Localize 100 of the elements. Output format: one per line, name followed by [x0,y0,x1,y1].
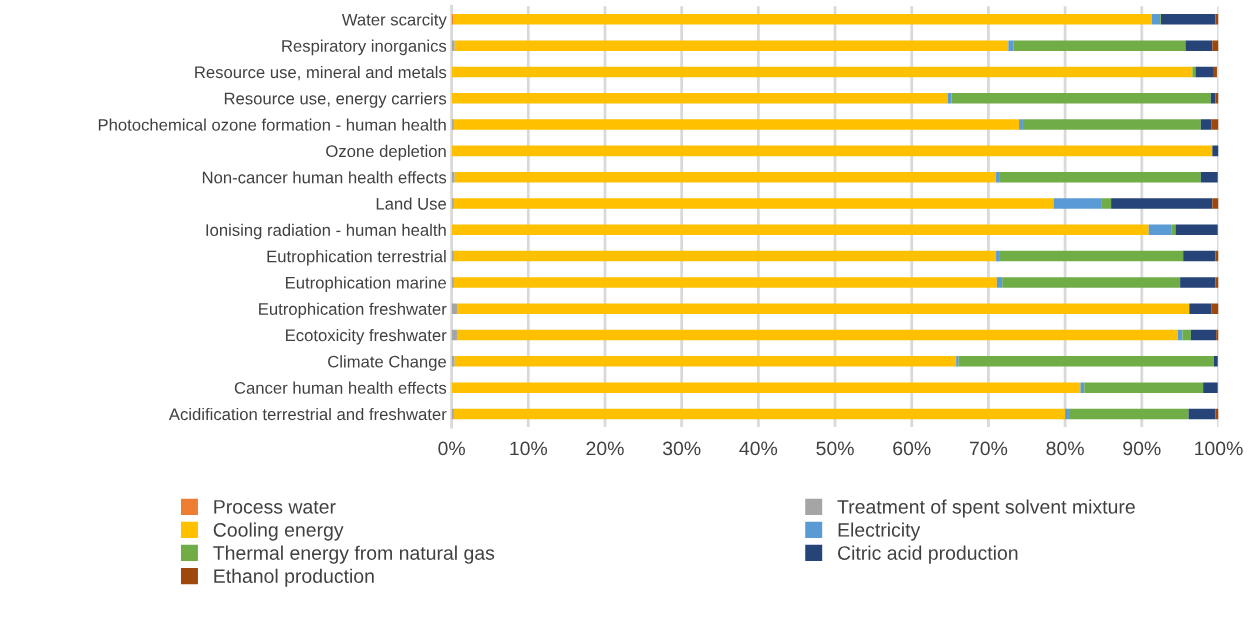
bar [1212,145,1219,157]
bar [456,303,1190,314]
bar [451,382,1081,393]
y-tick-label: Water scarcity [341,13,447,29]
bar [1022,119,1201,130]
y-tick-label: Cancer human health effects [234,381,447,394]
legend-label: Treatment of spent solvent mixture [837,499,1135,518]
bar [1068,408,1189,420]
bar [1080,382,1085,393]
bar [999,250,1184,262]
bar [1211,303,1219,314]
bar [454,356,957,367]
bar [1215,250,1219,262]
bar [996,277,1003,288]
bar [451,277,454,288]
bar [1215,277,1219,288]
x-tick-label: 0% [438,441,465,456]
bar [1192,66,1196,78]
bar [451,356,455,367]
bar [1160,14,1216,25]
bar [1111,198,1213,209]
bar [453,250,997,262]
x-tick-label: 50% [816,441,854,456]
x-tick-label: 100% [1195,441,1243,456]
bar [1171,224,1176,236]
bar [958,356,1214,367]
bar [453,119,1020,130]
x-tick-label: 30% [662,441,701,456]
bar [1151,14,1161,25]
bar [1210,93,1216,104]
bar [1190,329,1217,341]
y-tick-label: Ecotoxicity freshwater [286,328,447,345]
y-tick-label: Ionising radiation - human health [206,223,446,240]
bar [451,145,1213,157]
y-tick-label: Land Use [376,197,447,210]
bar [451,66,1193,78]
bar [1215,408,1219,420]
legend-label: Citric acid production [838,545,1018,564]
bar [1212,40,1219,51]
y-tick-label: Eutrophication marine [286,276,447,292]
bar [996,250,1000,262]
legend-label: Cooling energy [213,522,344,541]
bar [1019,119,1023,130]
y-tick-label: Photochemical ozone formation - human health [98,118,446,131]
bar [999,171,1201,183]
bar [451,198,454,209]
bar [453,14,1152,25]
bar [1212,198,1219,209]
bar [996,171,1000,183]
y-tick-label: Eutrophication freshwater [259,302,447,319]
bar [1213,66,1217,78]
bar [1203,382,1218,393]
x-tick-label: 10% [510,441,548,456]
x-tick-label: 40% [739,441,778,456]
bar [1211,119,1219,130]
bar [951,93,1211,104]
bar [1215,93,1219,104]
bar [454,40,1009,51]
bar [947,93,952,104]
bar [451,224,1149,236]
y-tick-label: Climate Change [328,355,447,371]
y-tick-label: Resource use, mineral and metals [195,65,447,81]
bar [451,303,457,314]
legend-label: Electricity [838,522,921,541]
legend-label: Ethanol production [214,568,374,587]
bar [1180,277,1216,288]
bar [453,408,1066,420]
y-tick-label: Respiratory inorganics [282,39,447,56]
bar [1182,329,1191,341]
bar [1200,119,1212,130]
bar [1084,382,1204,393]
y-tick-label: Resource use, energy carriers [224,92,447,108]
bar [1053,198,1102,209]
bar [1013,40,1186,51]
bar [1148,224,1172,236]
bar [453,198,1054,209]
bar [1188,408,1216,420]
bar [451,93,948,104]
bar [451,171,455,183]
bar [1008,40,1014,51]
bar [1185,40,1213,51]
bar [456,329,1178,341]
y-tick-label: Eutrophication terrestrial [267,250,446,266]
bar [1189,303,1212,314]
bar [1195,66,1214,78]
bar [451,40,455,51]
y-tick-label: Ozone depletion [326,144,446,161]
bar [454,171,997,183]
y-tick-label: Acidification terrestrial and freshwater [168,407,447,421]
bar [1101,198,1112,209]
bar [1065,408,1069,420]
bar [451,119,454,130]
bar [1213,356,1218,367]
bar [1175,224,1218,236]
bar [453,277,997,288]
bar [1200,171,1218,183]
bar [1002,277,1181,288]
legend-label: Thermal energy from natural gas [213,545,495,564]
bar [1215,14,1219,25]
x-tick-label: 70% [969,441,1008,456]
